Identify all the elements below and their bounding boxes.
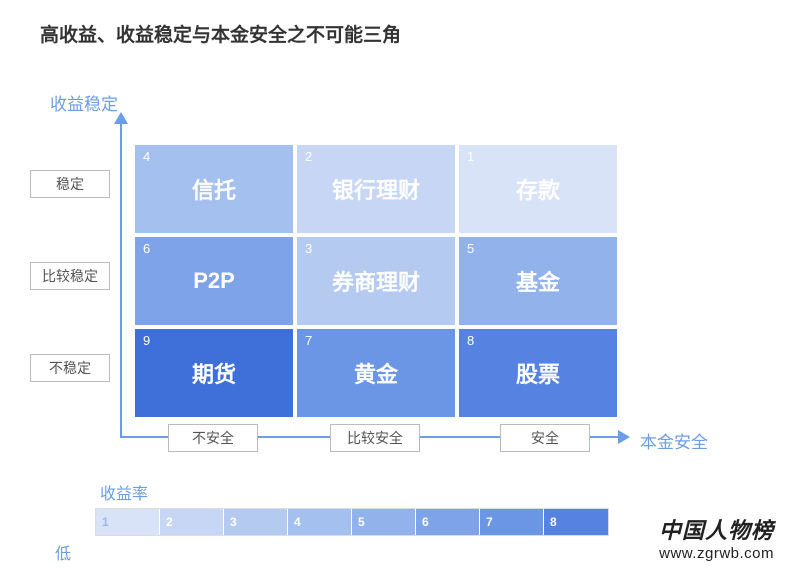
matrix-cell: 5 基金: [459, 237, 617, 325]
cell-label: P2P: [193, 268, 235, 294]
cell-label: 黄金: [354, 357, 398, 389]
scale-cell: 1: [96, 509, 160, 535]
cell-rank: 2: [305, 149, 312, 164]
y-tick-label: 稳定: [30, 170, 110, 198]
watermark-cn: 中国人物榜: [659, 513, 774, 545]
cell-rank: 1: [467, 149, 474, 164]
y-axis-arrow-icon: [114, 112, 128, 124]
x-tick-label: 比较安全: [330, 424, 420, 452]
y-axis-line: [120, 118, 122, 438]
scale-cell: 5: [352, 509, 416, 535]
cell-rank: 3: [305, 241, 312, 256]
matrix-grid: 4 信托 2 银行理财 1 存款 6 P2P 3 券商理财 5 基金 9 期货 7 黄金 8 股票: [135, 145, 617, 417]
matrix-cell: 9 期货: [135, 329, 293, 417]
cell-rank: 9: [143, 333, 150, 348]
x-axis-arrow-icon: [618, 430, 630, 444]
scale-cell: 2: [160, 509, 224, 535]
cell-label: 信托: [192, 173, 236, 205]
matrix-cell: 8 股票: [459, 329, 617, 417]
x-tick-label: 不安全: [168, 424, 258, 452]
scale-low-label: 低: [55, 540, 71, 564]
scale-cell: 3: [224, 509, 288, 535]
cell-label: 股票: [516, 357, 560, 389]
cell-rank: 5: [467, 241, 474, 256]
cell-rank: 7: [305, 333, 312, 348]
scale-title: 收益率: [100, 480, 148, 504]
matrix-cell: 7 黄金: [297, 329, 455, 417]
scale-cell: 6: [416, 509, 480, 535]
matrix-cell: 6 P2P: [135, 237, 293, 325]
cell-rank: 6: [143, 241, 150, 256]
matrix-cell: 4 信托: [135, 145, 293, 233]
watermark-url: www.zgrwb.com: [659, 545, 774, 562]
cell-rank: 8: [467, 333, 474, 348]
cell-label: 基金: [516, 265, 560, 297]
scale-cell: 8: [544, 509, 608, 535]
x-axis-title: 本金安全: [640, 428, 708, 453]
x-tick-label: 安全: [500, 424, 590, 452]
y-tick-label: 比较稳定: [30, 262, 110, 290]
scale-cell: 4: [288, 509, 352, 535]
cell-label: 券商理财: [332, 265, 420, 297]
cell-label: 银行理财: [332, 173, 420, 205]
watermark: 中国人物榜 www.zgrwb.com: [659, 513, 774, 562]
y-tick-label: 不稳定: [30, 354, 110, 382]
cell-label: 期货: [192, 357, 236, 389]
cell-rank: 4: [143, 149, 150, 164]
cell-label: 存款: [516, 173, 560, 205]
y-axis-title: 收益稳定: [50, 90, 118, 115]
color-scale: 12345678: [95, 508, 609, 536]
matrix-cell: 2 银行理财: [297, 145, 455, 233]
scale-cell: 7: [480, 509, 544, 535]
page-title: 高收益、收益稳定与本金安全之不可能三角: [40, 20, 401, 47]
matrix-cell: 3 券商理财: [297, 237, 455, 325]
matrix-cell: 1 存款: [459, 145, 617, 233]
